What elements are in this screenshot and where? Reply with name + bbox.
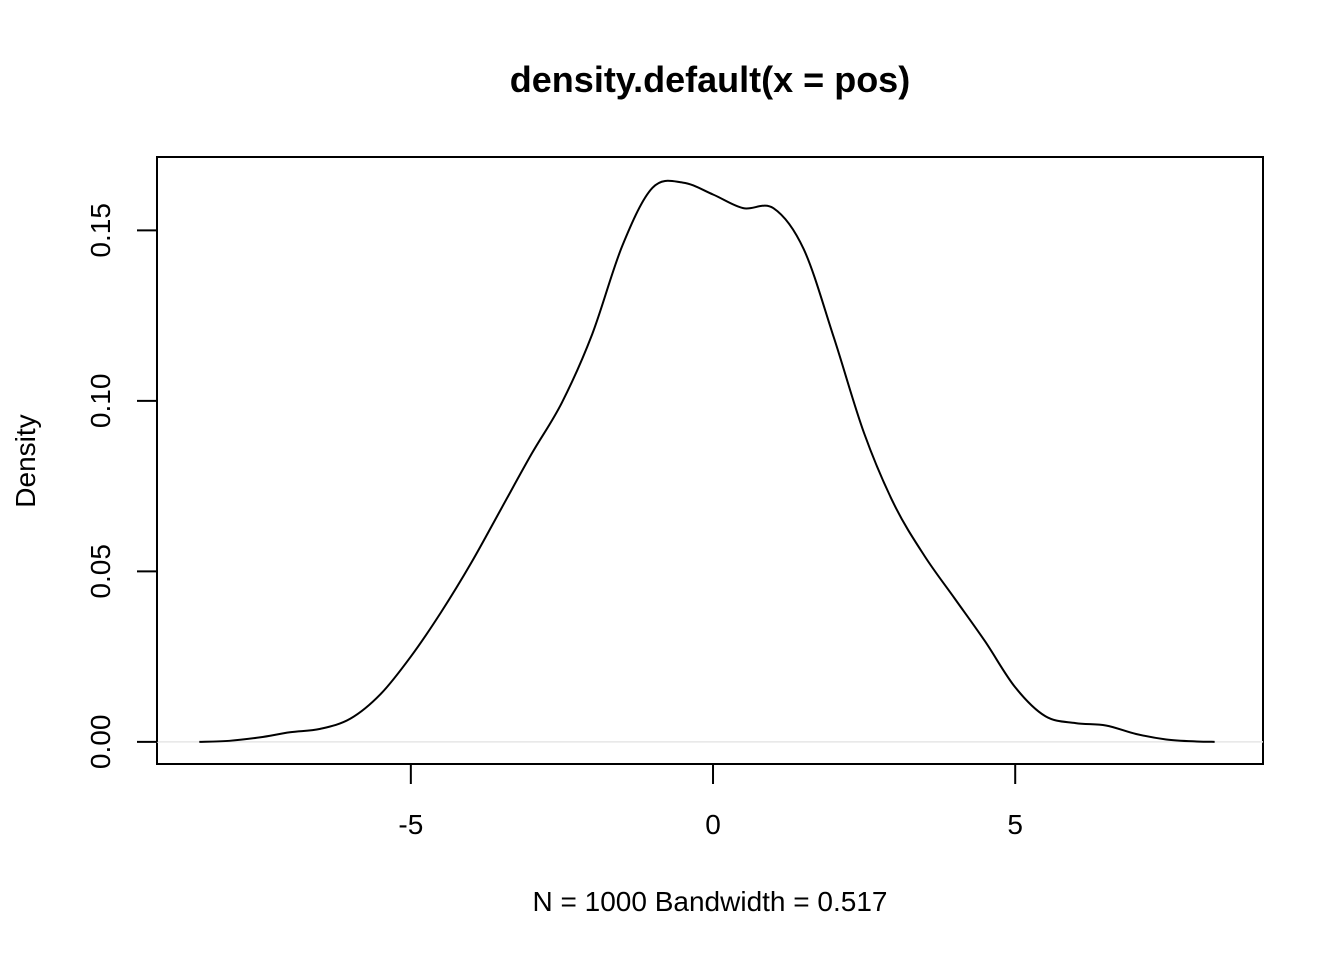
chart-title: density.default(x = pos) — [510, 59, 910, 100]
x-axis-label: N = 1000 Bandwidth = 0.517 — [533, 886, 888, 917]
series-layer — [199, 179, 1215, 743]
x-tick-label: 5 — [1007, 809, 1023, 840]
y-axis-label: Density — [10, 414, 41, 507]
y-tick-label: 0.00 — [85, 715, 116, 770]
x-tick-label: -5 — [398, 809, 423, 840]
plot-frame — [156, 156, 1264, 765]
y-tick-label: 0.10 — [85, 374, 116, 429]
y-axis: 0.00 0.05 0.10 0.15 — [85, 203, 158, 770]
density-curve — [199, 179, 1215, 743]
x-tick-label: 0 — [705, 809, 721, 840]
x-axis: -5 0 5 — [398, 763, 1023, 840]
y-tick-label: 0.15 — [85, 203, 116, 258]
y-tick-label: 0.05 — [85, 544, 116, 599]
